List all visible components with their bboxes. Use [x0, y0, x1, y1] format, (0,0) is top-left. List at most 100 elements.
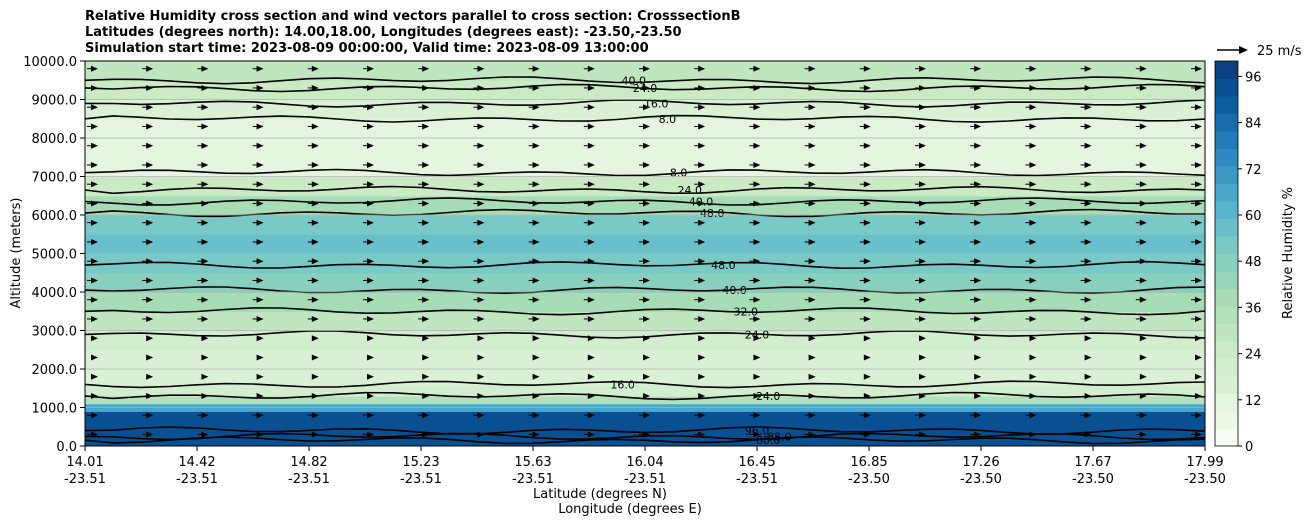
wind-vector	[367, 142, 374, 149]
wind-vector	[146, 335, 154, 342]
wind-vector	[532, 392, 540, 399]
wind-vector	[1029, 277, 1037, 284]
wind-vector	[91, 354, 98, 361]
x-tick-label-lat: 16.04	[626, 455, 663, 470]
wind-vector	[201, 373, 209, 380]
wind-vector	[311, 277, 319, 284]
wind-vector	[974, 373, 982, 380]
wind-vector	[91, 219, 98, 226]
wind-vector	[201, 181, 209, 188]
y-tick-label: 10000.0	[23, 55, 77, 70]
x-tick-label-lon: -23.51	[64, 472, 106, 487]
wind-vector	[1139, 181, 1147, 188]
wind-vector	[643, 161, 650, 168]
wind-vector	[477, 412, 485, 419]
y-tick-label: 4000.0	[32, 286, 78, 301]
wind-vector	[311, 84, 319, 91]
colorbar-segment	[1215, 166, 1238, 184]
wind-vector	[91, 181, 98, 188]
chart-title-line-2: Latitudes (degrees north): 14.00,18.00, …	[85, 25, 682, 40]
wind-vector	[146, 392, 154, 399]
x-tick-label-lat: 17.26	[962, 455, 999, 470]
wind-vector	[919, 354, 926, 361]
wind-vector	[919, 277, 926, 284]
wind-vector	[422, 431, 430, 438]
wind-vector	[863, 431, 871, 438]
wind-vector	[422, 258, 430, 265]
x-tick-label-lat: 15.63	[514, 455, 551, 470]
colorbar-segment	[1215, 218, 1238, 237]
wind-vector	[201, 200, 209, 207]
contour-line	[85, 260, 1205, 270]
wind-vector	[753, 296, 761, 303]
x-tick-label-lon: -23.51	[736, 472, 778, 487]
wind-vector	[201, 354, 209, 361]
humidity-band	[85, 118, 1205, 139]
wind-vector	[1195, 354, 1202, 361]
humidity-band	[85, 195, 1205, 216]
contour-label: 80.0	[756, 434, 781, 447]
wind-vector	[1029, 161, 1037, 168]
wind-vector	[1084, 431, 1092, 438]
wind-vector	[919, 392, 926, 399]
wind-vector	[367, 392, 374, 399]
wind-vector	[753, 315, 761, 322]
wind-vector	[422, 277, 430, 284]
wind-vector	[532, 104, 540, 111]
wind-vector	[311, 238, 319, 245]
wind-vector	[974, 412, 982, 419]
wind-vector	[146, 161, 154, 168]
wind-vector	[974, 392, 982, 399]
wind-vector	[863, 104, 871, 111]
wind-vector	[311, 354, 319, 361]
wind-vector	[146, 104, 154, 111]
wind-vector	[587, 104, 595, 111]
wind-vector	[1139, 142, 1147, 149]
wind-vector	[1195, 431, 1202, 438]
wind-vector	[1139, 161, 1147, 168]
contour-line	[85, 99, 1205, 108]
colorbar: 0 12 24 36 48 60 72 84 96	[1214, 60, 1262, 455]
wind-vector	[477, 296, 485, 303]
wind-vector	[863, 335, 871, 342]
wind-vector	[919, 200, 926, 207]
wind-vector-layer	[87, 65, 1202, 438]
colorbar-segment	[1215, 288, 1238, 307]
wind-vector	[91, 258, 98, 265]
wind-vector	[201, 104, 209, 111]
y-tick-label: 3000.0	[32, 325, 78, 340]
wind-vector	[1195, 315, 1202, 322]
chart-title-line-3: Simulation start time: 2023-08-09 00:00:…	[85, 41, 649, 56]
wind-vector	[91, 373, 98, 380]
contour-line	[85, 168, 1205, 177]
wind-vector	[146, 238, 154, 245]
wind-vector	[477, 219, 485, 226]
wind-vector	[256, 315, 264, 322]
wind-vector	[146, 412, 154, 419]
wind-vector	[863, 238, 871, 245]
wind-vector	[1195, 238, 1202, 245]
wind-vector	[698, 412, 706, 419]
wind-vector	[256, 219, 264, 226]
wind-vector	[422, 65, 430, 72]
wind-vector	[422, 238, 430, 245]
wind-vector	[1084, 392, 1092, 399]
wind-vector	[698, 238, 706, 245]
x-tick-label-lon: -23.51	[176, 472, 218, 487]
wind-vector	[311, 219, 319, 226]
x-tick-label-lon: -23.50	[1072, 472, 1114, 487]
wind-key-label: 25 m/s	[1257, 44, 1302, 59]
wind-vector	[698, 431, 706, 438]
wind-vector	[477, 373, 485, 380]
wind-vector	[367, 296, 374, 303]
colorbar-tick-label: 72	[1245, 163, 1262, 178]
wind-vector	[808, 392, 816, 399]
wind-vector	[422, 161, 430, 168]
wind-vector	[643, 354, 650, 361]
wind-vector	[201, 161, 209, 168]
wind-vector	[643, 142, 650, 149]
wind-vector	[532, 315, 540, 322]
wind-vector	[201, 412, 209, 419]
wind-vector	[974, 161, 982, 168]
wind-vector	[1195, 412, 1202, 419]
